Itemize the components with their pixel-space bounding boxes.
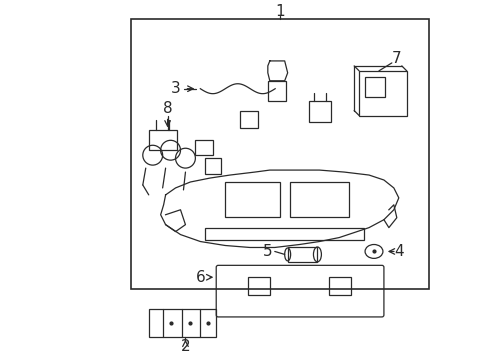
Bar (287, 247, 317, 262)
Text: 7: 7 (391, 51, 401, 67)
Bar (289, 182, 348, 217)
Bar (131, 19, 427, 289)
Bar (205, 228, 364, 239)
Bar (267, 81, 285, 100)
Bar (195, 140, 213, 155)
Text: 1: 1 (274, 4, 284, 19)
Bar (247, 277, 269, 295)
Bar (240, 111, 257, 129)
Text: 2: 2 (180, 339, 190, 354)
Text: 6: 6 (195, 270, 205, 285)
Bar (309, 100, 331, 122)
Text: 3: 3 (170, 81, 180, 96)
Bar (224, 182, 279, 217)
Bar (328, 277, 350, 295)
Bar (148, 130, 176, 150)
Bar (205, 158, 221, 174)
Bar (358, 71, 406, 116)
Text: 8: 8 (163, 101, 172, 116)
Bar (365, 77, 384, 96)
Bar (148, 309, 216, 337)
Text: 4: 4 (393, 244, 403, 259)
Text: 5: 5 (263, 244, 272, 259)
